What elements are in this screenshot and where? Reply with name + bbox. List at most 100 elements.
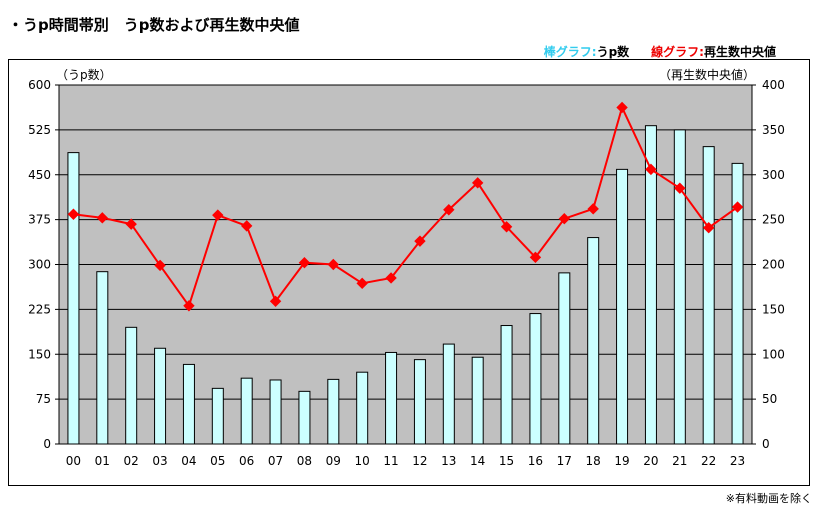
y-axis-label: （うp数） <box>56 67 112 82</box>
y2-tick-label: 0 <box>762 437 770 451</box>
line-marker <box>674 182 686 194</box>
bar <box>644 125 657 445</box>
y2-tick-label: 200 <box>762 258 785 272</box>
y-tick-label: 75 <box>36 392 51 406</box>
bar <box>96 271 109 445</box>
y2-axis-label: （再生数中央値） <box>659 67 755 82</box>
x-tick-label: 12 <box>412 454 427 468</box>
y-tick-label: 525 <box>28 123 51 137</box>
x-tick-label: 15 <box>499 454 514 468</box>
x-tick-label: 13 <box>441 454 456 468</box>
y2-tick-label: 150 <box>762 302 785 316</box>
legend-line-series: 再生数中央値 <box>703 45 776 59</box>
x-tick-label: 10 <box>355 454 370 468</box>
line-marker <box>240 220 253 232</box>
line-marker <box>356 277 368 290</box>
bar <box>154 347 167 445</box>
line-marker <box>298 256 311 269</box>
x-tick-label: 23 <box>730 454 745 468</box>
x-tick-label: 16 <box>528 454 543 468</box>
y-tick-label: 600 <box>28 78 51 92</box>
x-tick-label: 00 <box>66 454 81 468</box>
y2-tick-label: 250 <box>762 213 785 227</box>
y2-tick-label: 350 <box>762 123 785 137</box>
bar <box>327 378 340 445</box>
bar <box>529 313 542 445</box>
line-marker <box>443 204 455 216</box>
bar <box>471 356 484 445</box>
bar <box>356 371 369 445</box>
y-tick-label: 0 <box>43 437 51 451</box>
y-tick-label: 450 <box>28 168 51 182</box>
bar <box>731 162 744 445</box>
bar <box>385 351 398 445</box>
line-marker <box>154 259 166 272</box>
x-tick-label: 14 <box>470 454 485 468</box>
x-tick-label: 22 <box>701 454 716 468</box>
bar <box>616 168 629 445</box>
bar <box>673 129 686 445</box>
line-marker <box>269 295 282 308</box>
x-tick-label: 09 <box>326 454 341 468</box>
line-marker <box>587 203 599 215</box>
x-tick-label: 07 <box>268 454 283 468</box>
bar <box>240 377 253 445</box>
legend: 棒グラフ:うp数 線グラフ:再生数中央値 <box>544 43 776 60</box>
line-marker <box>731 201 744 213</box>
y2-tick-label: 100 <box>762 347 785 361</box>
line-marker <box>96 212 109 224</box>
bar <box>298 390 311 445</box>
legend-bar-label: 棒グラフ: <box>543 45 597 59</box>
bar <box>125 326 138 445</box>
bar <box>211 387 224 445</box>
line-marker <box>500 221 513 233</box>
y-tick-label: 150 <box>28 347 51 361</box>
x-tick-label: 18 <box>586 454 601 468</box>
x-tick-label: 04 <box>181 454 196 468</box>
y2-tick-label: 300 <box>762 168 785 182</box>
chart-svg: 0751502253003754505256000501001502002503… <box>28 67 785 468</box>
chart-frame: 0 75 150 225 300 375 450 525 600 0 50 100 150 200 250 3… <box>8 59 810 486</box>
y2-tick-label: 50 <box>762 392 777 406</box>
y-tick-label: 225 <box>28 302 51 316</box>
line-marker <box>645 163 657 176</box>
legend-bar-series: うp数 <box>596 45 630 59</box>
x-tick-label: 02 <box>124 454 139 468</box>
line-marker <box>702 221 715 234</box>
bar <box>182 363 195 445</box>
y2-tick-label: 400 <box>762 78 785 92</box>
bar <box>269 379 282 445</box>
x-tick-label: 08 <box>297 454 312 468</box>
x-tick-label: 05 <box>210 454 225 468</box>
bar <box>413 359 426 445</box>
line-marker <box>414 235 426 247</box>
line-marker <box>471 177 484 189</box>
x-tick-label: 03 <box>152 454 167 468</box>
x-tick-label: 19 <box>614 454 629 468</box>
x-tick-label: 17 <box>557 454 572 468</box>
bar <box>702 146 715 445</box>
y-tick-label: 375 <box>28 213 51 227</box>
line-marker <box>558 213 571 225</box>
line-marker <box>125 218 137 230</box>
bar <box>442 343 455 445</box>
bar <box>500 325 513 445</box>
x-tick-label: 06 <box>239 454 254 468</box>
y-tick-label: 300 <box>28 258 51 272</box>
x-tick-label: 21 <box>672 454 687 468</box>
legend-line-label: 線グラフ: <box>651 45 704 59</box>
line-marker <box>67 208 80 220</box>
x-tick-label: 20 <box>643 454 658 468</box>
line-marker <box>529 251 542 264</box>
line-marker <box>616 101 628 114</box>
x-tick-label: 11 <box>383 454 398 468</box>
x-tick-label: 01 <box>95 454 110 468</box>
bar <box>558 272 571 445</box>
bar <box>67 152 80 445</box>
line-marker <box>327 258 340 271</box>
line-marker <box>385 272 397 284</box>
chart-title: ・うp時間帯別 うp数および再生数中央値 <box>8 16 300 34</box>
series-line <box>73 104 739 308</box>
line-marker <box>183 300 195 312</box>
line-marker <box>212 209 224 221</box>
